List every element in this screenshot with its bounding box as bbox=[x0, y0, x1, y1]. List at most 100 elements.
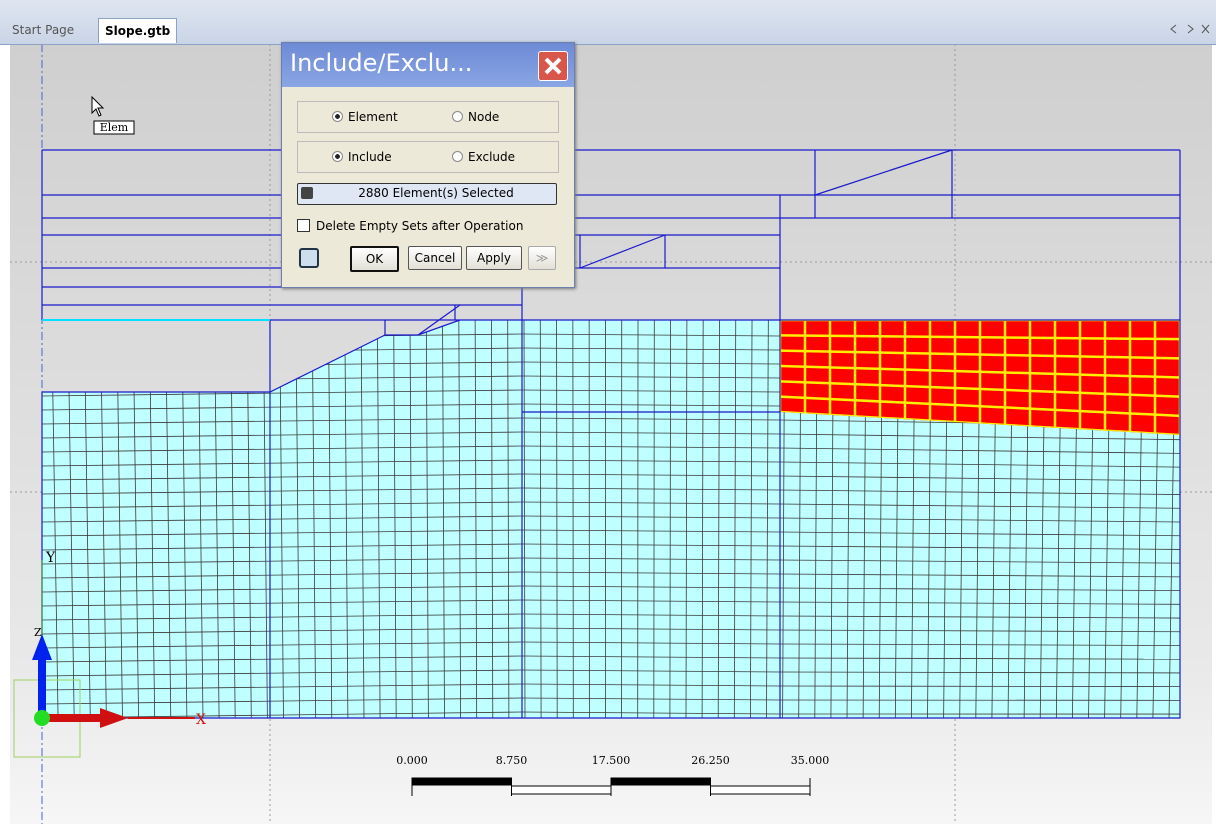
z-label: Z bbox=[34, 626, 42, 639]
mesh-line bbox=[521, 347, 781, 351]
mesh-line bbox=[779, 461, 1180, 468]
mesh-line bbox=[425, 320, 429, 718]
selection-text: 2880 Element(s) Selected bbox=[358, 186, 514, 200]
mesh-line bbox=[521, 585, 781, 589]
mesh-line bbox=[42, 501, 523, 509]
mesh-line bbox=[42, 655, 523, 663]
eraser-button[interactable] bbox=[299, 248, 319, 268]
mesh-line bbox=[521, 627, 781, 631]
checkbox[interactable]: Delete Empty Sets after Operation bbox=[297, 219, 523, 233]
mesh-line bbox=[779, 671, 1180, 674]
scale-label: 26.250 bbox=[691, 754, 730, 767]
scale-label: 0.000 bbox=[396, 754, 428, 767]
mesh-line bbox=[653, 320, 655, 718]
y-label: Y bbox=[45, 550, 56, 566]
apply-button[interactable]: Apply bbox=[466, 246, 522, 270]
mesh-line bbox=[521, 543, 781, 547]
mesh-line bbox=[42, 431, 523, 439]
mesh-line bbox=[521, 333, 781, 337]
radio-exclude[interactable]: Exclude bbox=[452, 150, 515, 164]
selection-button[interactable]: 2880 Element(s) Selected bbox=[297, 183, 557, 205]
mesh-line bbox=[521, 487, 781, 491]
mesh-line bbox=[523, 320, 526, 718]
selected-mesh-line bbox=[780, 349, 1180, 360]
dialog-titlebar: Include/Exclu... bbox=[282, 43, 574, 87]
mesh-line bbox=[42, 669, 523, 677]
mesh-line bbox=[42, 417, 523, 425]
mesh-line bbox=[717, 320, 720, 718]
mesh-line bbox=[42, 627, 523, 635]
x-label: X bbox=[196, 712, 206, 728]
mesh-line bbox=[521, 697, 781, 701]
tooltip: Elem bbox=[100, 121, 129, 134]
mesh-line bbox=[521, 445, 781, 449]
mesh-line bbox=[42, 529, 523, 537]
mesh-line bbox=[521, 683, 781, 687]
mesh-line bbox=[521, 403, 781, 407]
mesh-line bbox=[521, 361, 781, 365]
mesh-line bbox=[42, 459, 523, 467]
tab-nav[interactable] bbox=[1168, 22, 1212, 36]
mesh-line bbox=[490, 320, 494, 718]
mesh-line bbox=[521, 711, 781, 715]
mesh-line bbox=[458, 320, 462, 718]
mesh-line bbox=[779, 587, 1180, 591]
mesh-line bbox=[42, 599, 523, 607]
mesh-line bbox=[42, 613, 523, 621]
mesh-line bbox=[669, 320, 672, 718]
close-button[interactable] bbox=[538, 51, 568, 81]
target-group: Element Node bbox=[297, 101, 559, 133]
scale-label: 35.000 bbox=[791, 754, 830, 767]
mesh-line bbox=[521, 417, 781, 421]
more-button[interactable]: ≫ bbox=[528, 246, 556, 270]
cancel-button[interactable]: Cancel bbox=[408, 246, 462, 270]
mesh-line bbox=[521, 557, 781, 561]
scale-bar: 0.000 8.750 17.500 26.250 35.000 bbox=[396, 754, 829, 796]
mesh-line bbox=[766, 320, 769, 718]
scale-segment bbox=[411, 777, 512, 786]
mesh-line bbox=[779, 489, 1180, 495]
cursor bbox=[91, 95, 105, 117]
tab-bar: Start Page Slope.gtb bbox=[0, 0, 1216, 45]
mesh-line bbox=[779, 643, 1180, 646]
scale-segment bbox=[710, 785, 811, 795]
tooltip-box bbox=[93, 120, 135, 135]
tab[interactable]: Start Page bbox=[12, 23, 75, 37]
scale-label: 17.500 bbox=[592, 754, 631, 767]
selected-mesh bbox=[780, 320, 1180, 435]
mesh-line bbox=[779, 447, 1180, 454]
mesh-line bbox=[779, 433, 1180, 441]
radio-node[interactable]: Node bbox=[452, 110, 499, 124]
radio-include[interactable]: Include bbox=[332, 150, 392, 164]
mesh-line bbox=[42, 389, 523, 397]
mesh-line bbox=[521, 571, 781, 575]
mesh-line bbox=[42, 403, 523, 411]
radio-element[interactable]: Element bbox=[332, 110, 398, 124]
mesh-line bbox=[779, 657, 1180, 660]
mesh-line bbox=[521, 529, 781, 533]
mesh-line bbox=[42, 585, 523, 593]
mesh-line bbox=[42, 445, 523, 453]
selected-mesh-line bbox=[780, 380, 1180, 398]
mesh-line bbox=[442, 320, 445, 718]
mesh-line bbox=[779, 601, 1180, 605]
mesh-line bbox=[701, 320, 704, 718]
mesh-line bbox=[779, 573, 1180, 578]
mesh-line bbox=[521, 459, 781, 463]
mesh-line bbox=[521, 501, 781, 505]
mesh-line bbox=[779, 615, 1180, 619]
ok-button[interactable]: OK bbox=[350, 246, 399, 272]
scale-segment bbox=[610, 777, 711, 786]
scale-label: 8.750 bbox=[496, 754, 528, 767]
tab-active[interactable]: Slope.gtb bbox=[98, 18, 178, 43]
selected-mesh-line bbox=[780, 364, 1180, 379]
model-region bbox=[42, 320, 1180, 718]
mesh-line bbox=[42, 641, 523, 649]
mesh-line bbox=[521, 375, 781, 379]
mesh-line bbox=[521, 655, 781, 659]
mesh-line bbox=[779, 531, 1180, 537]
mesh-line bbox=[521, 389, 781, 393]
mesh-line bbox=[521, 473, 781, 477]
checkbox-label: Delete Empty Sets after Operation bbox=[316, 219, 524, 233]
